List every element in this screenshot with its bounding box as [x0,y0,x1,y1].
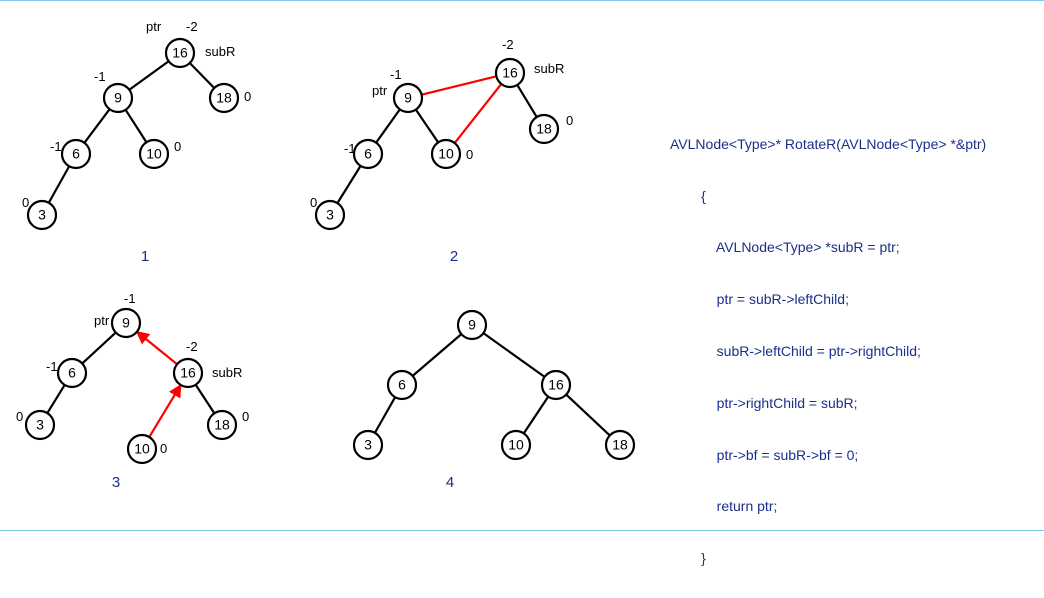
step-label-1: 1 [141,248,149,265]
tree-edge [82,333,115,364]
tree-step-4: 9 6 16 3 10 18 [354,311,634,459]
tree-node-label: 6 [68,365,76,381]
code-l0: AVLNode<Type>* RotateR(AVLNode<Type> *&p… [670,132,1040,158]
tree-step-2: 169186103-2subRptr-10-100 [310,37,573,229]
tree-node-label: 18 [536,121,552,137]
annotation-label: -1 [46,359,58,374]
tree-node-label: 6 [398,377,406,393]
tree-node-label: 18 [612,437,628,453]
tree-edge [416,110,438,143]
tree-edge [84,109,109,143]
tree-node-label: 6 [364,146,372,162]
tree-edge [376,109,400,142]
annotation-label: subR [534,61,564,76]
tree-edge [126,110,147,142]
tree-edge [422,76,497,94]
annotation-label: ptr [94,313,110,328]
tree-node-label: 3 [364,437,372,453]
annotation-label: 0 [566,113,573,128]
tree-step-3: 9 6 16 3 18 10 -1 ptr -2 subR -1 0 0 0 [16,291,249,463]
code-block: AVLNode<Type>* RotateR(AVLNode<Type> *&p… [670,106,1040,598]
tree-node-label: 10 [508,437,524,453]
tree-node-label: 3 [326,207,334,223]
tree-node-label: 16 [548,377,564,393]
step-label-2: 2 [450,248,458,265]
annotation-label: -1 [390,67,402,82]
tree-edge [137,332,177,364]
code-l2: AVLNode<Type> *subR = ptr; [670,235,1040,261]
annotation-label: 0 [242,409,249,424]
code-l5: ptr->rightChild = subR; [670,391,1040,417]
tree-node-label: 9 [468,317,476,333]
tree-edge [483,333,544,377]
step-label-3: 3 [112,474,120,491]
tree-node-label: 16 [502,65,518,81]
tree-node-label: 18 [214,417,230,433]
tree-edge [47,385,64,413]
annotation-label: ptr [146,19,162,34]
annotation-label: 0 [22,195,29,210]
annotation-label: -1 [50,139,62,154]
tree-node-label: 18 [216,90,232,106]
annotation-label: -2 [186,339,198,354]
annotation-label: -2 [186,19,198,34]
tree-node-label: 10 [438,146,454,162]
tree-edge [413,334,462,376]
tree-step-1: 16 9 18 6 10 3 ptr -2 subR -1 0 -1 0 0 [22,19,251,229]
tree-node-label: 10 [134,441,150,457]
annotation-label: subR [205,44,235,59]
diagram-root: { "colors": { "background": "#ffffff", "… [0,0,1044,531]
annotation-label: 0 [16,409,23,424]
code-l4: subR->leftChild = ptr->rightChild; [670,339,1040,365]
code-l3: ptr = subR->leftChild; [670,287,1040,313]
tree-edge [190,63,214,88]
annotation-label: subR [212,365,242,380]
step-label-4: 4 [446,474,454,491]
annotation-label: -2 [502,37,514,52]
annotation-label: -1 [344,141,356,156]
annotation-label: ptr [372,83,388,98]
tree-node-label: 9 [404,90,412,106]
annotation-label: -1 [94,69,106,84]
tree-edge [524,397,548,434]
annotation-label: -1 [124,291,136,306]
annotation-label: 0 [244,89,251,104]
tree-edge [517,85,536,117]
code-l7: return ptr; [670,494,1040,520]
tree-edge [49,166,69,203]
tree-node-label: 9 [114,90,122,106]
tree-node-label: 16 [172,45,188,61]
annotation-label: 0 [160,441,167,456]
tree-node-label: 6 [72,146,80,162]
tree-node-label: 3 [36,417,44,433]
tree-edge [375,397,395,433]
annotation-label: 0 [310,195,317,210]
tree-edge [566,395,610,436]
tree-edge [149,385,181,437]
annotation-label: 0 [174,139,181,154]
trees-svg: 169186103ptr-2subR-10-100 169186103-2sub… [0,1,660,530]
tree-edge [337,166,360,203]
tree-edge [196,385,215,414]
annotation-label: 0 [466,147,473,162]
tree-node-label: 9 [122,315,130,331]
code-l8: } [670,546,1040,572]
code-l6: ptr->bf = subR->bf = 0; [670,443,1040,469]
tree-node-label: 16 [180,365,196,381]
tree-node-label: 3 [38,207,46,223]
tree-edge [129,61,168,90]
tree-edge [455,84,502,143]
code-l1: { [670,184,1040,210]
tree-node-label: 10 [146,146,162,162]
